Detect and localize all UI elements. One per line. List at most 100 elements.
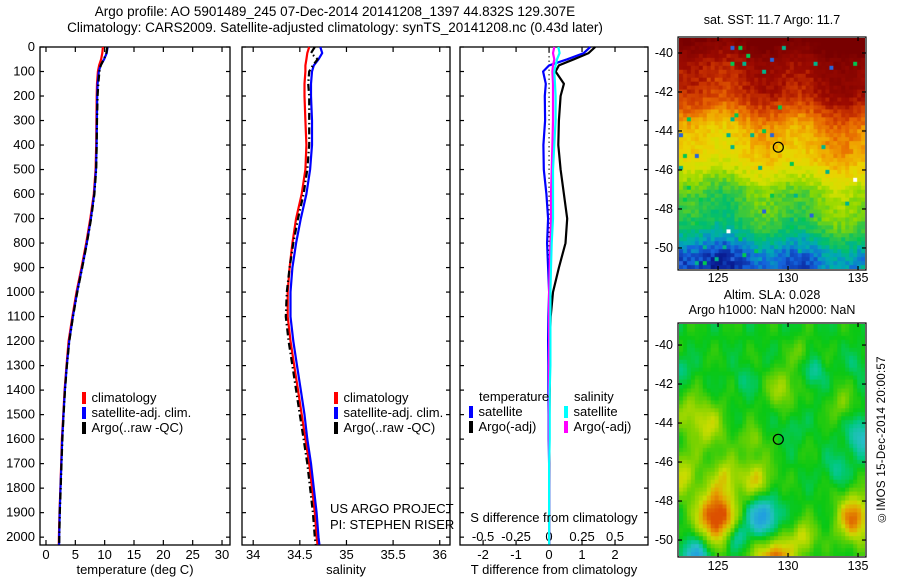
t-satellite-legend-mark: [469, 405, 473, 418]
salinity-axis-label: salinity: [326, 562, 366, 577]
salinity-panel-legend: climatology satellite-adj. clim. Argo(..…: [334, 390, 443, 435]
depth-tick-label: 1200: [6, 333, 35, 348]
legend-label: Argo(..raw -QC): [91, 420, 184, 435]
legend-label: satellite-adj. clim.: [343, 405, 444, 420]
depth-tick-label: 900: [13, 260, 35, 275]
x-tick-label: 30: [215, 547, 229, 562]
depth-tick-label: 1900: [6, 505, 35, 520]
lat-tick-label: -44: [655, 124, 673, 138]
legend-item: satellite: [469, 404, 549, 419]
lat-tick-label: -42: [655, 85, 673, 99]
x-tick-label: -2: [477, 547, 489, 562]
depth-tick-label: 700: [13, 211, 35, 226]
x-tick-label: 35: [339, 547, 353, 562]
depth-tick-label: 300: [13, 113, 35, 128]
argo-raw-legend-mark: [82, 421, 86, 434]
s-satellite-legend-mark: [564, 405, 568, 418]
depth-tick-label: 1800: [6, 480, 35, 495]
x-tick-label: 5: [72, 547, 79, 562]
depth-tick-label: 600: [13, 186, 35, 201]
satellite-adj-legend-mark: [82, 406, 86, 419]
lat-tick-label: -48: [655, 202, 673, 216]
sst-map-heatmap: [679, 38, 865, 269]
legend-item: Argo(-adj): [469, 419, 549, 434]
panel-frame: [459, 46, 649, 546]
satellite-adj-legend-mark: [334, 406, 338, 419]
panel-frame: [241, 46, 451, 546]
x-tick-label: 2: [611, 547, 618, 562]
legend-label: Argo(-adj): [478, 419, 537, 434]
x-tick-label: 15: [127, 547, 141, 562]
sst-map-header: sat. SST: 11.7 Argo: 11.7: [703, 13, 841, 27]
s-tick-label: -0.25: [501, 529, 531, 544]
depth-tick-label: 1000: [6, 284, 35, 299]
legend-item: climatology: [334, 390, 443, 405]
x-tick-label: 20: [156, 547, 170, 562]
depth-tick-label: 1700: [6, 456, 35, 471]
legend-item: Argo(..raw -QC): [82, 420, 191, 435]
x-tick-label: 0: [545, 547, 552, 562]
legend-item: satellite-adj. clim.: [334, 405, 443, 420]
legend-label: satellite-adj. clim.: [91, 405, 192, 420]
argo-h-caption: Argo h1000: NaN h2000: NaN: [688, 303, 856, 317]
temperature-axis-label: temperature (deg C): [76, 562, 194, 577]
imos-credit: ©IMOS 15-Dec-2014 20:00:57: [876, 356, 888, 524]
lon-tick-label: 135: [848, 271, 869, 285]
project-annotation: US ARGO PROJECT PI: STEPHEN RISER: [330, 501, 454, 532]
depth-tick-label: 1600: [6, 431, 35, 446]
argo-raw-legend-mark: [334, 421, 338, 434]
depth-tick-label: 1300: [6, 358, 35, 373]
s-tick-label: 0.25: [569, 529, 594, 544]
climatology-legend-mark: [334, 391, 338, 404]
depth-tick-label: 500: [13, 162, 35, 177]
sla-map-heatmap: [679, 324, 865, 556]
lat-tick-label: -50: [655, 533, 673, 547]
lon-tick-label: 130: [778, 559, 799, 573]
series-satellite-adj-clim-: [289, 46, 324, 545]
lat-tick-label: -48: [655, 494, 673, 508]
depth-tick-label: 1500: [6, 407, 35, 422]
s-tick-label: 0.5: [606, 529, 624, 544]
series-climatology: [57, 46, 104, 545]
series-satellite-temperature: [541, 46, 592, 545]
depth-tick-label: 0: [28, 39, 35, 54]
series-argo-adj-salinity: [547, 46, 556, 545]
x-tick-label: 34: [246, 547, 260, 562]
lat-tick-label: -40: [655, 46, 673, 60]
series-argo-raw-qc-: [58, 46, 109, 545]
legend-item: satellite: [564, 404, 631, 419]
depth-tick-label: 200: [13, 88, 35, 103]
depth-tick-label: 1400: [6, 382, 35, 397]
pi-line: PI: STEPHEN RISER: [330, 516, 455, 532]
lat-tick-label: -50: [655, 241, 673, 255]
legend-label: satellite: [573, 404, 618, 419]
legend-label: climatology: [343, 390, 409, 405]
lat-tick-label: -42: [655, 377, 673, 391]
depth-tick-label: 2000: [6, 529, 35, 544]
legend-label: satellite: [478, 404, 523, 419]
lat-tick-label: -46: [655, 163, 673, 177]
legend-header: salinity: [574, 389, 614, 404]
lon-tick-label: 130: [778, 271, 799, 285]
x-tick-label: 25: [185, 547, 199, 562]
s-tick-label: -0.5: [472, 529, 494, 544]
depth-tick-label: 1100: [7, 309, 35, 324]
x-tick-label: 0: [42, 547, 49, 562]
lon-tick-label: 135: [848, 559, 869, 573]
legend-header: temperature: [479, 389, 550, 404]
series-satellite-adj-clim-: [58, 46, 109, 545]
difference-salinity-legend: salinity satellite Argo(-adj): [564, 389, 631, 434]
altim-sla-caption: Altim. SLA: 0.028: [723, 288, 821, 302]
figure-title-line1: Argo profile: AO 5901489_245 07-Dec-2014…: [94, 4, 576, 19]
lon-tick-label: 125: [708, 559, 729, 573]
legend-label: Argo(..raw -QC): [343, 420, 436, 435]
s-difference-axis-label: S difference from climatology: [470, 510, 638, 525]
legend-item: Argo(-adj): [564, 419, 631, 434]
t-difference-axis-label: T difference from climatology: [470, 562, 638, 577]
series-climatology: [286, 46, 319, 545]
series-argo-raw-qc-: [284, 46, 319, 545]
legend-item: climatology: [82, 390, 191, 405]
depth-tick-label: 800: [13, 235, 35, 250]
x-tick-label: 10: [97, 547, 111, 562]
